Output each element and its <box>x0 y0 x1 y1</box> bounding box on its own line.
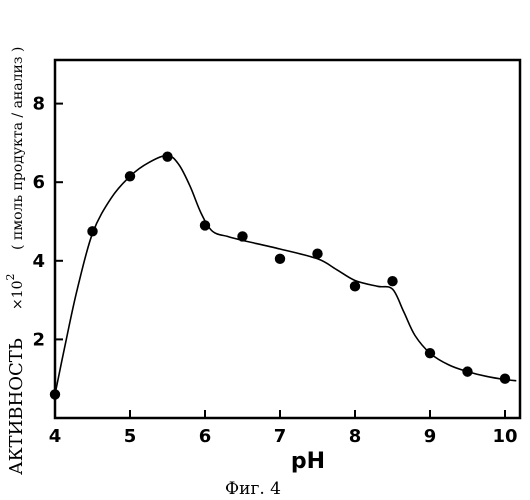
y-tick-label: 8 <box>32 94 45 115</box>
data-point <box>462 366 472 376</box>
data-point <box>237 231 247 241</box>
y-axis-label: АКТИВНОСТЬ <box>6 338 27 475</box>
x-tick-label: 8 <box>349 426 362 447</box>
x-axis-ticks: 4 5 6 7 8 9 10 <box>49 410 518 447</box>
data-point <box>500 374 510 384</box>
trend-curve <box>55 155 516 394</box>
data-point <box>50 389 60 399</box>
y-axis-title: АКТИВНОСТЬ ×102 ( пмоль продукта / анали… <box>4 47 27 475</box>
x-tick-label: 5 <box>124 426 137 447</box>
y-axis-ticks: 2 4 6 8 <box>32 94 63 351</box>
y-tick-label: 2 <box>32 329 45 350</box>
x-tick-label: 6 <box>199 426 212 447</box>
data-point <box>425 348 435 358</box>
y-axis-multiplier: ×102 <box>4 273 26 310</box>
data-point <box>275 254 285 264</box>
data-point <box>312 249 322 259</box>
data-point <box>200 220 210 230</box>
x-tick-label: 9 <box>424 426 437 447</box>
data-point <box>125 171 135 181</box>
y-tick-label: 4 <box>32 251 45 272</box>
x-tick-label: 7 <box>274 426 287 447</box>
data-point <box>387 276 397 286</box>
x-axis-label: pH <box>291 449 325 474</box>
data-point <box>162 151 172 161</box>
data-point <box>350 281 360 291</box>
y-axis-unit: ( пмоль продукта / анализ ) <box>10 47 26 250</box>
plot-frame <box>55 60 520 418</box>
figure-caption: Фиг. 4 <box>225 479 281 499</box>
x-tick-label: 4 <box>49 426 62 447</box>
y-tick-label: 6 <box>32 172 45 193</box>
x-tick-label: 10 <box>492 426 517 447</box>
data-point <box>87 226 97 236</box>
